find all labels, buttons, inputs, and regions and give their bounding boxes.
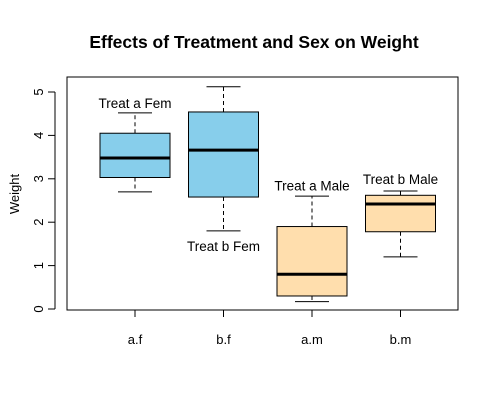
annotation-label: Treat b Male bbox=[363, 172, 438, 187]
y-tick-label: 0 bbox=[31, 305, 46, 312]
y-tick-label: 3 bbox=[31, 175, 46, 182]
y-tick-label: 2 bbox=[31, 219, 46, 226]
box-body bbox=[188, 111, 259, 198]
box-a-m bbox=[276, 195, 348, 303]
box-series bbox=[99, 86, 436, 303]
annotation-label: Treat b Fem bbox=[187, 239, 260, 254]
annotations: Treat a Fem Treat b Fem Treat a Male Treat … bbox=[98, 96, 438, 254]
box-a-f bbox=[99, 112, 171, 193]
x-tick-label: a.f bbox=[128, 332, 143, 347]
box-body bbox=[99, 132, 171, 178]
x-tick-label: b.f bbox=[216, 332, 231, 347]
y-axis-ticks: 0 1 2 3 4 5 bbox=[31, 88, 55, 313]
plot-frame bbox=[66, 76, 459, 311]
y-tick-label: 5 bbox=[31, 88, 46, 95]
x-tick-label: b.m bbox=[390, 332, 412, 347]
chart-title: Effects of Treatment and Sex on Weight bbox=[89, 32, 418, 52]
annotation-label: Treat a Male bbox=[274, 178, 349, 193]
box-body bbox=[276, 226, 348, 297]
box-body bbox=[365, 194, 436, 233]
x-axis-ticks: a.f b.f a.m b.m bbox=[128, 310, 412, 347]
y-tick-label: 1 bbox=[31, 262, 46, 269]
y-axis-label: Weight bbox=[7, 174, 22, 215]
box-b-m bbox=[365, 190, 436, 258]
y-tick-label: 4 bbox=[31, 132, 46, 139]
annotation-label: Treat a Fem bbox=[98, 96, 171, 111]
box-b-f bbox=[188, 86, 259, 232]
x-tick-label: a.m bbox=[301, 332, 323, 347]
